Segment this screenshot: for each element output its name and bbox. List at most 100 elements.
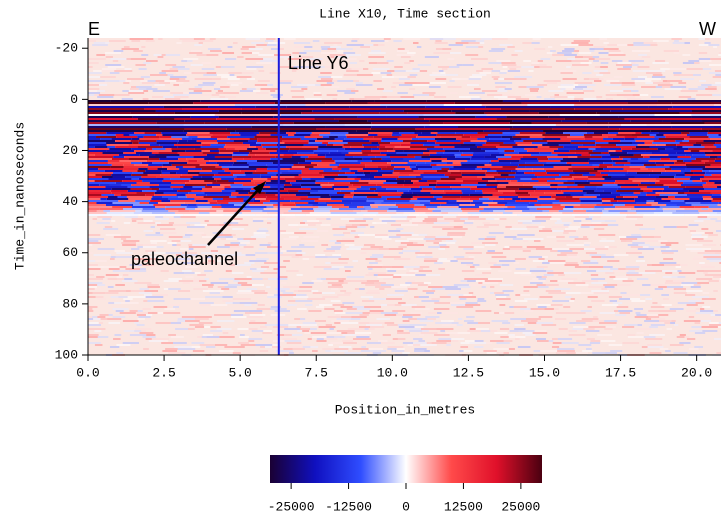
radargram-texture [149,186,171,188]
radargram-texture [264,262,279,264]
radargram-texture [260,176,272,178]
radargram-texture [461,174,486,176]
radargram-texture [659,194,687,196]
radargram-texture [214,174,234,176]
radargram-texture [281,172,302,174]
radargram-texture [450,302,466,304]
radargram-texture [611,60,623,62]
radargram-texture [594,206,616,208]
radargram-texture [453,166,477,168]
radargram-texture [432,226,443,228]
radargram-texture [586,338,595,340]
radargram-texture [104,80,120,82]
radargram-texture [546,236,557,238]
radargram-texture [356,130,417,132]
radargram-texture [274,288,290,290]
radargram-texture [131,86,137,88]
radargram-texture [344,204,371,206]
radargram-texture [694,220,704,222]
radargram-texture [381,138,398,140]
radargram-texture [552,212,563,214]
radargram-texture [477,138,490,140]
radargram-texture [666,286,684,288]
radargram-texture [403,212,426,214]
radargram-texture [263,202,279,204]
radargram-texture [223,222,239,224]
radargram-texture [557,188,570,190]
radargram-texture [604,286,615,288]
radargram-texture [690,150,700,152]
radargram-texture [582,144,596,146]
radargram-texture [376,188,387,190]
radargram-texture [518,164,544,166]
radargram-texture [262,188,285,190]
radargram-texture [190,178,215,180]
radargram-texture [397,48,405,50]
radargram-texture [560,72,573,74]
radargram-texture [400,236,406,238]
radargram-texture [115,140,131,142]
radargram-texture [648,246,661,248]
radargram-texture [112,202,140,204]
radargram-texture [365,166,378,168]
radargram-texture [375,286,392,288]
radargram-texture [335,162,361,164]
radargram-texture [677,270,682,272]
radargram-texture [157,168,168,170]
radargram-texture [460,346,469,348]
radargram-texture [570,194,584,196]
radargram-texture [695,302,705,304]
radargram-texture [640,192,647,194]
radargram-texture [697,240,713,242]
radargram-texture [443,104,482,106]
radargram-texture [408,190,421,192]
radargram-texture [168,222,174,224]
radargram-texture [430,192,446,194]
radargram-texture [677,156,691,158]
radargram-texture [437,312,442,314]
radargram-texture [405,70,420,72]
radargram-texture [671,126,714,128]
radargram-texture [365,258,378,260]
radargram-texture [282,158,306,160]
radargram-texture [326,144,334,146]
radargram-texture [338,258,349,260]
radargram-texture [367,198,387,200]
radargram-texture [548,292,566,294]
radargram-texture [370,246,384,248]
radargram-texture [344,124,430,126]
radargram-texture [463,82,479,84]
radargram-texture [684,192,711,194]
radargram-texture [415,210,433,212]
radargram-texture [460,262,474,264]
radargram-texture [515,98,530,100]
radargram-texture [682,62,695,64]
radargram-texture [238,150,253,152]
radargram-texture [592,150,609,152]
radargram-texture [246,316,263,318]
radargram-texture [298,174,323,176]
radargram-texture [694,332,706,334]
radargram-texture [339,164,366,166]
radargram-texture [368,348,384,350]
radargram-texture [200,262,216,264]
radargram-texture [417,194,444,196]
radargram-texture [712,194,721,196]
radargram-texture [138,88,147,90]
radargram-texture [173,258,191,260]
radargram-texture [645,338,663,340]
radargram-texture [305,160,322,162]
radargram-texture [522,222,532,224]
radargram-texture [128,144,150,146]
radargram-texture [327,204,345,206]
radargram-texture [191,72,207,74]
radargram-texture [718,54,721,56]
radargram-texture [330,196,344,198]
radargram-texture [158,152,178,154]
radargram-texture [596,96,603,98]
radargram-texture [594,66,601,68]
radargram-texture [620,186,648,188]
radargram-texture [448,66,460,68]
radargram-texture [422,220,438,222]
radargram-texture [608,150,616,152]
